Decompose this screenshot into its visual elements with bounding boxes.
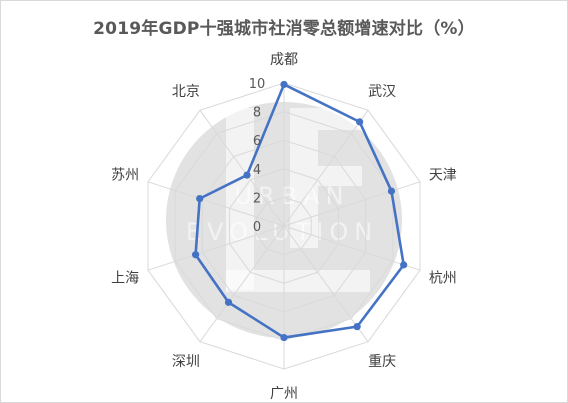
grid-spoke-7	[147, 225, 285, 271]
watermark-text-line2: EVOLUTION	[186, 218, 378, 246]
data-point-重庆	[353, 323, 361, 331]
grid-spoke-2	[283, 181, 421, 227]
category-label-深圳: 深圳	[172, 354, 200, 370]
category-label-北京: 北京	[172, 84, 200, 100]
radar-grid	[147, 82, 421, 370]
data-point-苏州	[196, 195, 204, 203]
grid-spoke-9	[199, 110, 285, 227]
category-label-苏州: 苏州	[111, 167, 139, 183]
tick-label-4: 4	[253, 163, 261, 178]
watermark-logo-e-top	[318, 108, 370, 130]
data-point-广州	[280, 333, 288, 342]
data-point-北京	[243, 171, 251, 179]
category-label-上海: 上海	[111, 271, 139, 287]
category-label-广州: 广州	[270, 386, 298, 402]
grid-spoke-3	[283, 225, 421, 271]
tick-labels: 0 2 4 6 8 10	[249, 77, 266, 235]
grid-spoke-1	[283, 110, 369, 227]
tick-label-10: 10	[249, 77, 266, 92]
data-point-武汉	[356, 118, 364, 126]
series-layer	[191, 80, 408, 342]
category-label-武汉: 武汉	[368, 84, 396, 100]
category-label-成都: 成都	[270, 52, 298, 68]
category-label-重庆: 重庆	[368, 354, 396, 370]
watermark-logo-e-mid	[318, 166, 362, 186]
tick-label-6: 6	[253, 134, 261, 149]
category-label-天津: 天津	[429, 167, 457, 183]
tick-label-2: 2	[253, 191, 261, 206]
watermark-logo-u-bottom	[226, 270, 318, 292]
watermark-logo-u-left	[226, 108, 254, 290]
grid-spoke-6	[199, 225, 285, 342]
category-label-杭州: 杭州	[429, 271, 457, 287]
data-point-深圳	[224, 298, 233, 306]
data-point-成都	[280, 80, 288, 89]
chart-title: 2019年GDP十强城市社消零总额增速对比（%）	[93, 19, 475, 39]
data-point-杭州	[400, 261, 408, 269]
data-point-上海	[191, 251, 200, 259]
tick-label-8: 8	[253, 106, 261, 121]
data-point-天津	[387, 187, 396, 195]
grid-spoke-8	[147, 181, 285, 227]
tick-label-0: 0	[253, 220, 261, 235]
watermark-text-line1: URBAN	[234, 182, 349, 210]
grid-spoke-4	[283, 225, 369, 342]
watermark-logo-e-bottom	[318, 270, 370, 292]
